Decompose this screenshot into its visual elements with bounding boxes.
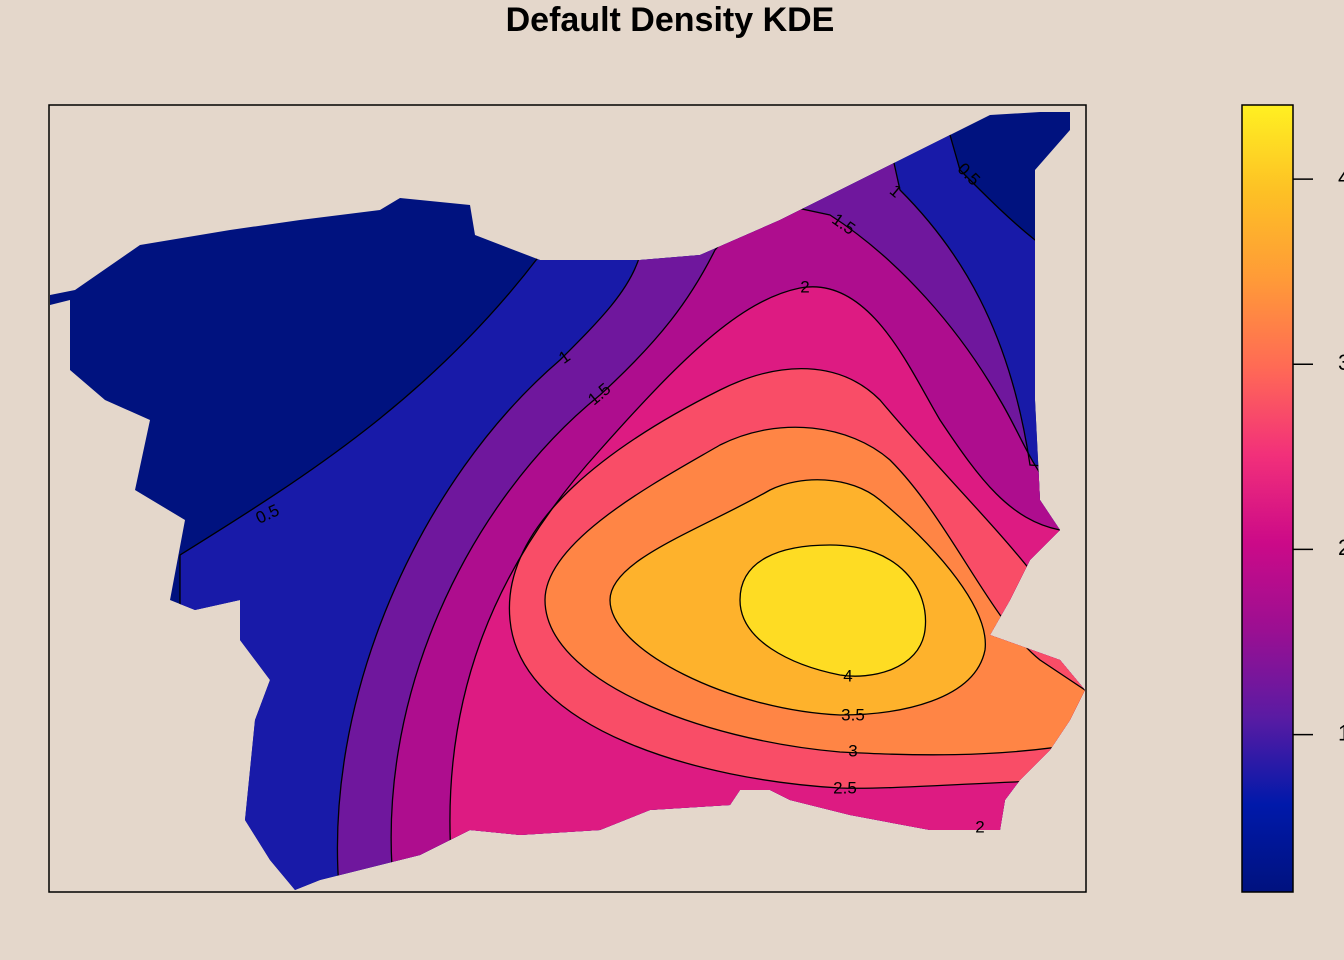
- colorbar-tick-label: 3: [1338, 350, 1344, 375]
- colorbar-tick-label: 2: [1338, 535, 1344, 560]
- contour-label: 2.5: [833, 778, 857, 797]
- contour-line: [336, 112, 1085, 890]
- colorbar-axis: 1 2 3 4: [1293, 165, 1344, 745]
- density-band: [740, 545, 926, 677]
- contour-line: [390, 199, 1085, 890]
- contour-line: [179, 112, 1085, 890]
- colorbar-tick-label: 4: [1338, 165, 1344, 190]
- contour-line: [609, 479, 986, 716]
- colorbar-tick-label: 1: [1338, 720, 1344, 745]
- colorbar: [1241, 104, 1294, 893]
- contour-label: 3.5: [841, 705, 865, 724]
- contour-label: 2: [975, 817, 984, 836]
- chart-title: Default Density KDE: [506, 1, 835, 39]
- contour-line: [449, 286, 1085, 890]
- contour-label: 3: [848, 741, 857, 760]
- plot-frame: [48, 104, 1087, 893]
- density-surface: [50, 112, 1085, 890]
- contour-label: 2: [800, 277, 809, 296]
- contour-line: [508, 368, 1085, 789]
- contour-line: [739, 544, 927, 677]
- contour-label: 4: [843, 666, 852, 685]
